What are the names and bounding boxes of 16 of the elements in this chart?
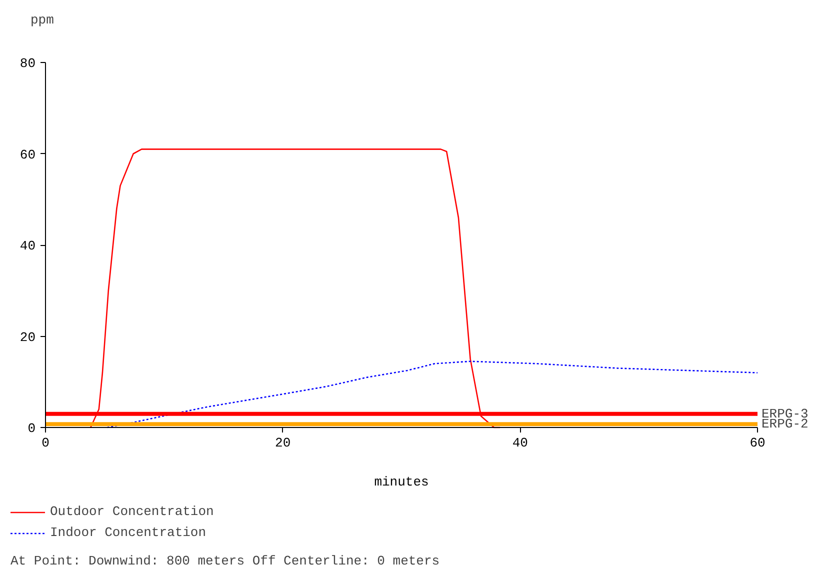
- ref-line-label: ERPG-2: [762, 416, 808, 432]
- y-tick-label: 20: [20, 330, 36, 345]
- x-tick-label: 60: [750, 436, 766, 450]
- legend-label: Indoor Concentration: [50, 525, 206, 540]
- y-tick-label: 80: [20, 56, 36, 71]
- legend-label: Outdoor Concentration: [50, 504, 214, 519]
- y-tick-label: 0: [28, 421, 36, 436]
- line-series: [106, 360, 758, 428]
- x-tick-label: 20: [275, 436, 291, 450]
- text: At Point: Downwind: 800 meters Off Centerline: 0 meters: [10, 554, 440, 568]
- x-tick-label: 0: [42, 436, 50, 450]
- y-tick-label: 60: [20, 147, 36, 162]
- x-axis-title: minutes: [374, 474, 429, 490]
- y-axis-title: ppm: [30, 12, 54, 28]
- y-tick-label: 40: [20, 238, 36, 254]
- x-tick-label: 40: [512, 436, 528, 450]
